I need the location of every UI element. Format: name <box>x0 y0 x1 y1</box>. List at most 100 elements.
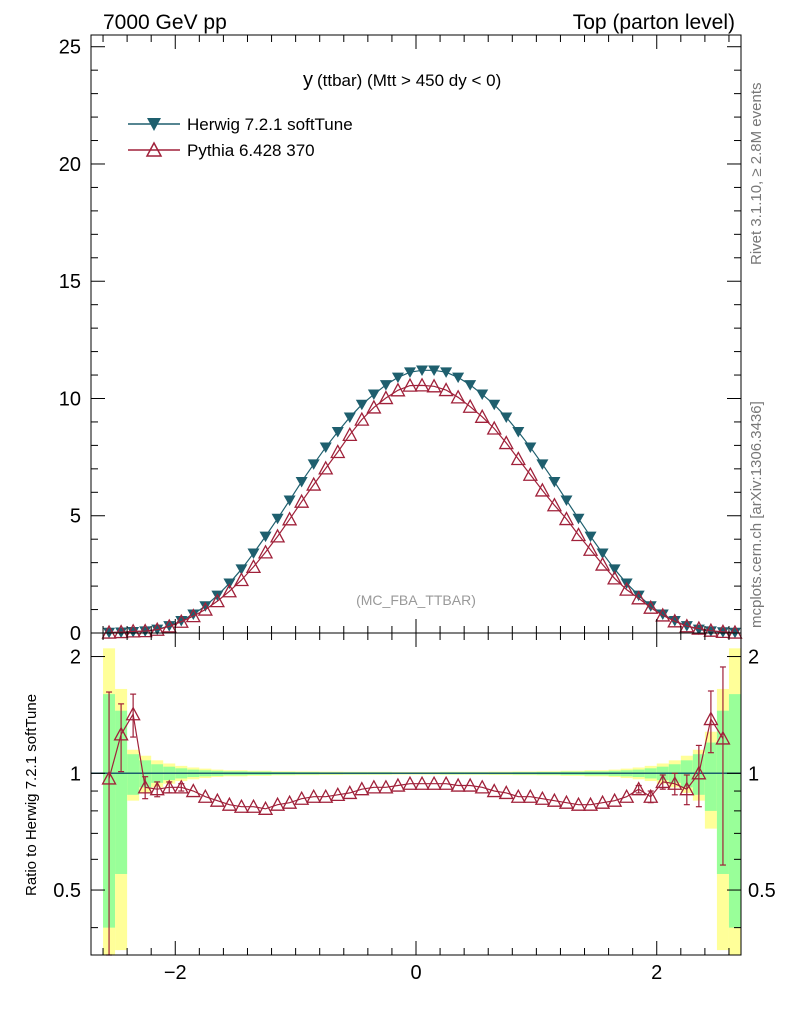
ratio-panel: 0.5 0.5 1 1 2 2 −2 0 2 Ratio to Herwig 7.2.1 sof… <box>23 632 776 984</box>
pythia-marker <box>522 466 538 481</box>
herwig-marker <box>440 367 453 378</box>
pythia-marker <box>462 398 478 413</box>
ratio-y-tick-label-right: 2 <box>748 647 759 669</box>
herwig-marker <box>271 513 284 525</box>
herwig-marker <box>476 389 489 400</box>
pythia-marker <box>366 399 382 414</box>
pythia-ratio-marker <box>378 779 394 794</box>
legend-herwig-label: Herwig 7.2.1 softTune <box>187 115 353 134</box>
rivet-label: Rivet 3.1.10, ≥ 2.8M events <box>748 83 765 266</box>
herwig-marker <box>524 442 537 453</box>
pythia-marker <box>221 583 238 598</box>
herwig-marker <box>283 495 296 506</box>
pythia-marker <box>498 435 514 450</box>
pythia-ratio-marker <box>607 792 623 807</box>
pythia-ratio-marker <box>233 798 250 813</box>
pythia-marker <box>703 622 719 637</box>
pythia-marker <box>619 581 635 596</box>
pythia-marker <box>631 590 647 605</box>
herwig-marker <box>560 495 573 506</box>
main-y-tick-label: 15 <box>59 271 81 293</box>
legend-pythia-label: Pythia 6.428 370 <box>187 141 315 160</box>
pythia-ratio-marker <box>354 781 370 796</box>
pythia-marker <box>342 426 358 442</box>
pythia-ratio-marker <box>306 788 322 803</box>
pythia-marker <box>173 613 189 628</box>
pythia-marker <box>185 608 201 623</box>
pythia-marker <box>137 623 153 638</box>
pythia-marker <box>125 623 141 638</box>
pythia-marker <box>282 511 298 526</box>
pythia-ratio-marker <box>318 788 334 803</box>
pythia-marker <box>691 620 707 635</box>
herwig-marker <box>403 367 416 378</box>
pythia-ratio-marker <box>715 730 731 745</box>
pythia-ratio-marker <box>330 786 346 801</box>
pythia-marker <box>414 377 430 392</box>
herwig-marker <box>343 412 356 423</box>
herwig-marker <box>452 372 465 384</box>
pythia-ratio-marker <box>125 706 141 721</box>
pythia-ratio-marker <box>137 779 153 794</box>
ratio-band-green <box>704 742 717 811</box>
mcplots-label: mcplots.cern.ch [arXiv:1306.3436] <box>748 401 765 628</box>
pythia-ratio-marker <box>269 796 286 811</box>
herwig-marker <box>199 601 212 612</box>
pythia-marker <box>667 613 683 628</box>
herwig-marker <box>644 601 657 612</box>
ratio-y-axis-label: Ratio to Herwig 7.2.1 softTune <box>23 694 40 896</box>
main-y-tick-label: 10 <box>59 388 81 410</box>
pythia-marker <box>426 378 442 393</box>
pythia-ratio-marker <box>149 781 165 796</box>
main-y-tick-label: 20 <box>59 154 81 176</box>
herwig-marker <box>307 459 320 470</box>
watermark: (MC_FBA_TTBAR) <box>356 592 476 608</box>
pythia-ratio-marker <box>558 794 575 809</box>
pythia-ratio-marker <box>101 770 117 785</box>
pythia-marker <box>197 601 213 616</box>
ratio-frame <box>90 632 742 956</box>
pythia-marker <box>594 556 611 571</box>
pythia-marker <box>546 497 563 512</box>
pythia-marker <box>679 618 695 633</box>
herwig-marker <box>500 412 513 423</box>
pythia-marker <box>607 570 623 585</box>
herwig-marker <box>584 531 597 543</box>
pythia-ratio-marker <box>703 711 719 726</box>
main-ticks-layer: 0 5 10 15 20 25 <box>59 35 741 645</box>
main-series-layer <box>101 365 743 639</box>
pythia-ratio-marker <box>474 779 490 794</box>
ratio-y-tick-label: 0.5 <box>53 880 81 902</box>
pythia-marker <box>294 493 310 508</box>
pythia-marker <box>438 382 454 397</box>
herwig-marker <box>355 399 368 411</box>
pythia-marker <box>209 593 225 608</box>
pythia-marker <box>655 607 671 622</box>
pythia-ratio-marker <box>426 775 442 790</box>
pythia-ratio-marker <box>498 785 514 800</box>
pythia-ratio-marker <box>619 788 635 803</box>
pythia-marker <box>534 482 550 497</box>
herwig-marker <box>632 590 645 602</box>
pythia-marker <box>257 544 274 559</box>
pythia-marker <box>510 451 526 466</box>
herwig-marker <box>259 531 272 543</box>
herwig-marker <box>512 426 525 438</box>
pythia-ratio-marker <box>655 774 671 789</box>
pythia-ratio-marker <box>679 781 695 796</box>
main-y-tick-label: 25 <box>59 37 81 59</box>
ratio-y-tick-label-right: 1 <box>748 763 759 785</box>
main-panel: 0 5 10 15 20 25 y (ttbar) (Mtt > 450 dy < 0) (… <box>59 34 743 645</box>
pythia-marker <box>245 559 262 574</box>
pythia-ratio-marker <box>221 796 238 811</box>
pythia-ratio-marker <box>631 781 647 796</box>
pythia-ratio-marker <box>486 783 502 798</box>
pythia-ratio-marker <box>185 783 201 798</box>
pythia-ratio-marker <box>582 796 599 811</box>
pythia-ratio-marker <box>594 794 611 809</box>
ratio-y-tick-label: 1 <box>70 763 81 785</box>
pythia-ratio-marker <box>667 775 683 790</box>
pythia-ratio-marker <box>173 779 189 794</box>
energy-label: 7000 GeV pp <box>103 11 227 34</box>
herwig-marker <box>187 609 200 620</box>
